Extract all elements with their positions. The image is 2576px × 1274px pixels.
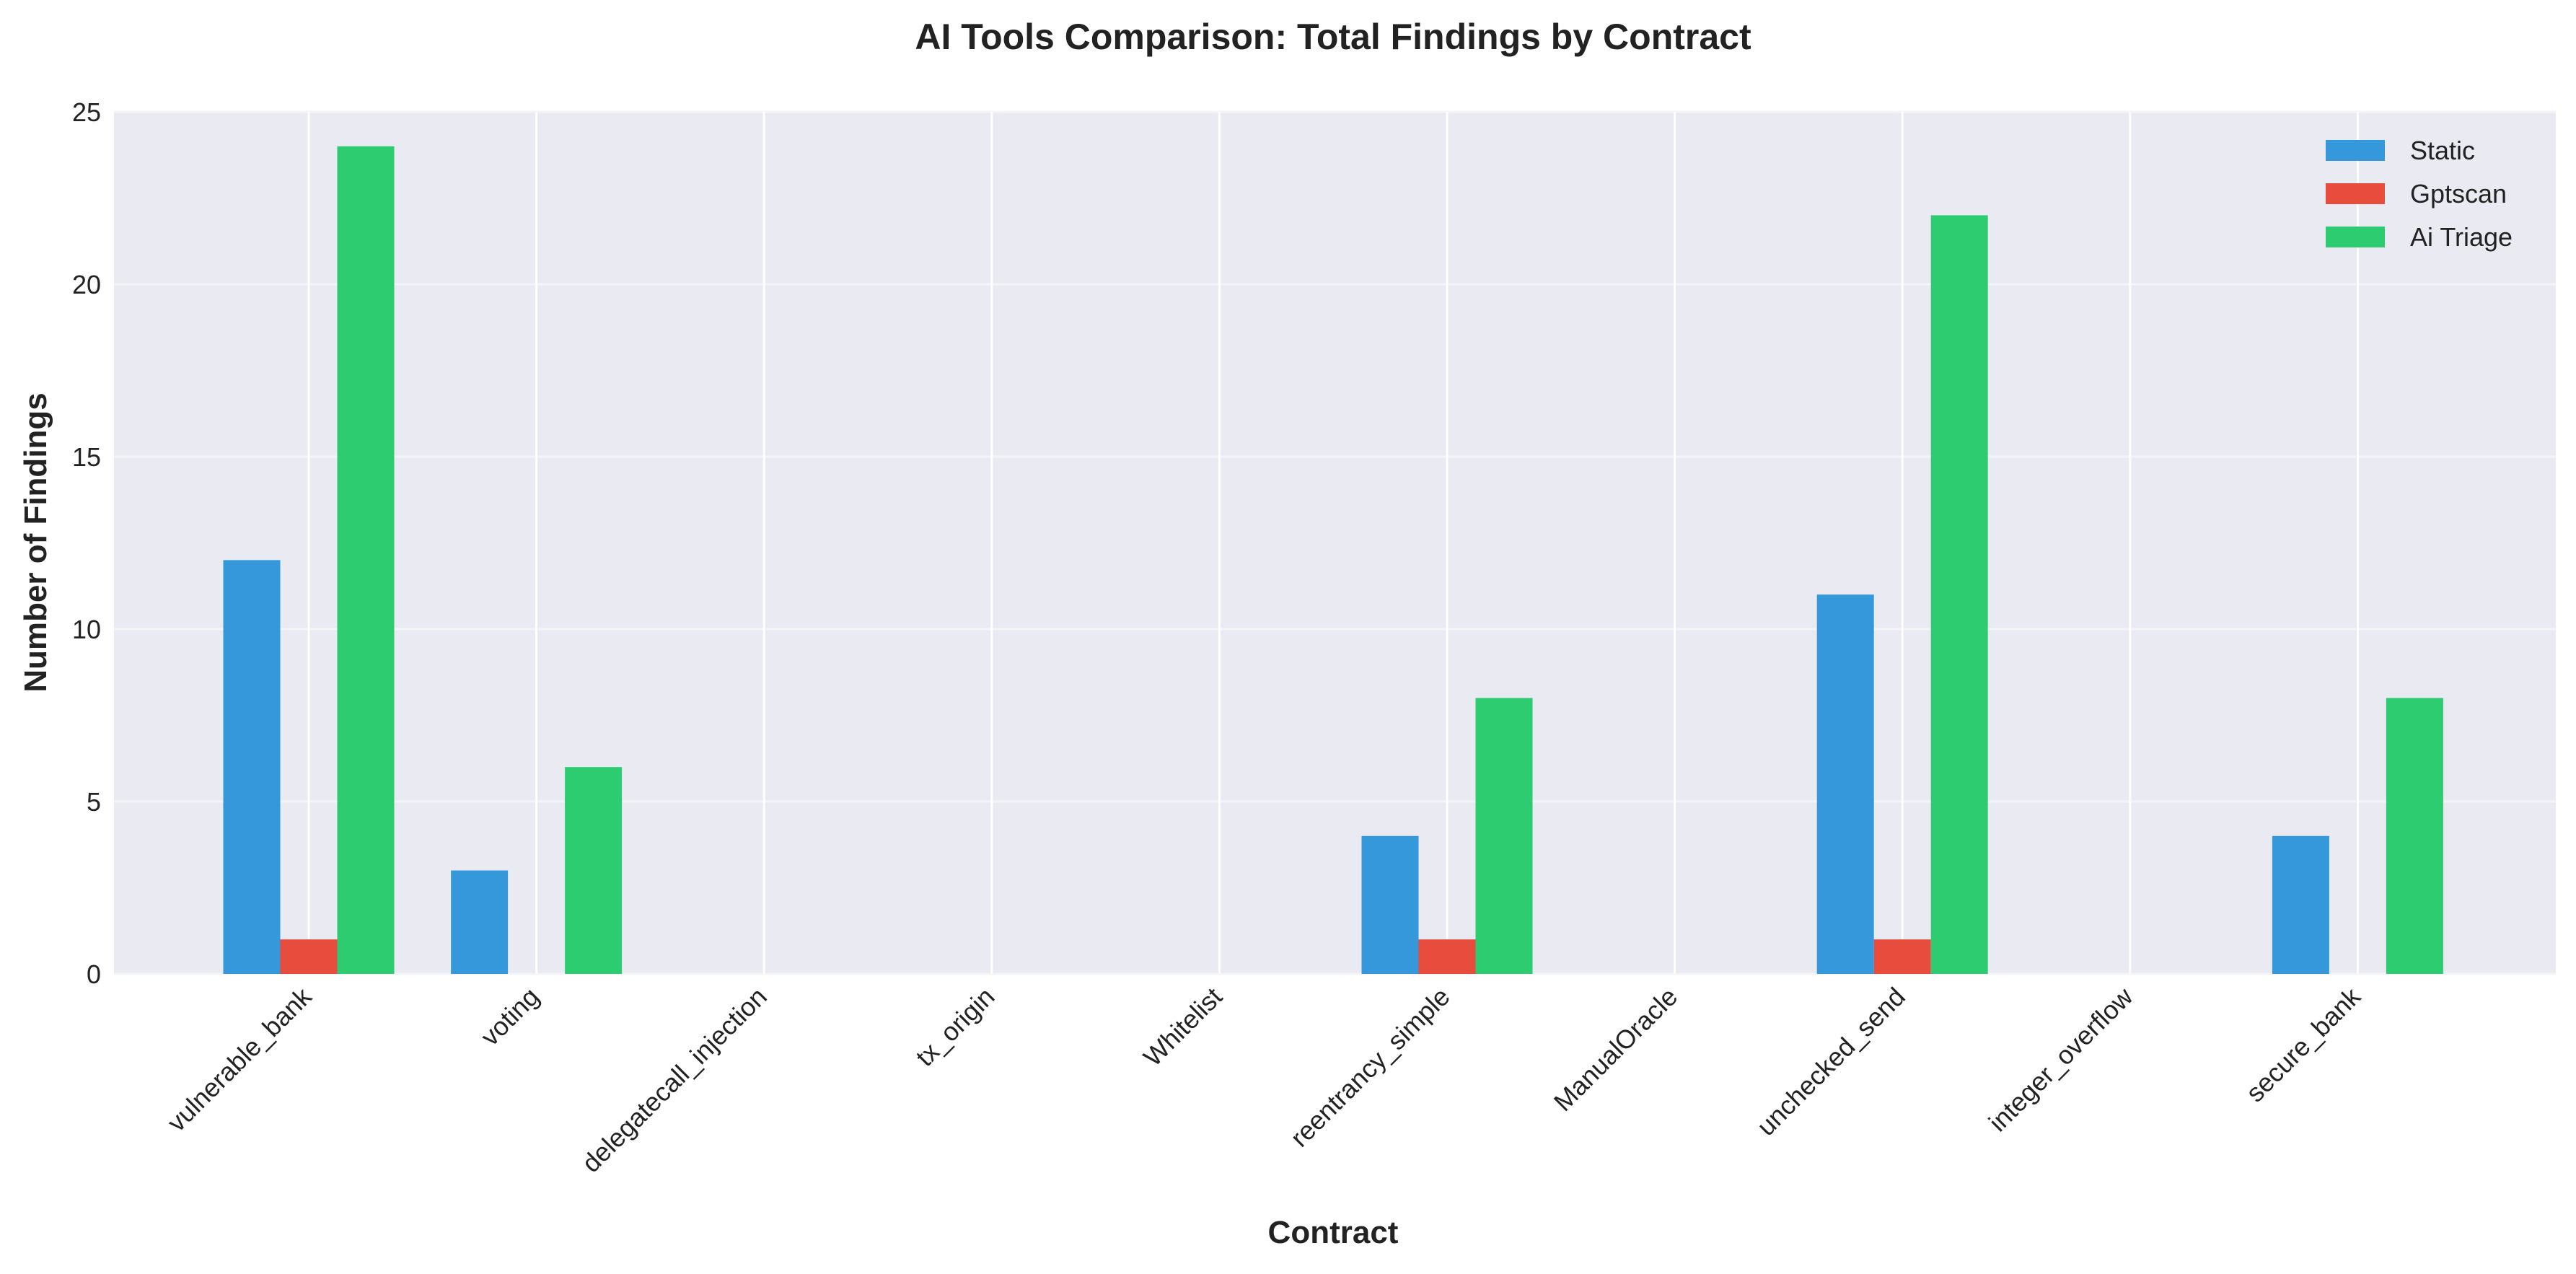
y-tick-label: 10 [72, 615, 101, 644]
bar-ai-triage-secure-bank [2386, 698, 2443, 974]
x-tick-label: voting [475, 982, 545, 1052]
y-tick-label: 25 [72, 97, 101, 127]
y-tick-label: 0 [87, 959, 101, 989]
bar-ai-triage-vulnerable-bank [337, 146, 395, 974]
legend-swatch [2326, 227, 2385, 247]
x-tick-label: tx_origin [910, 982, 1000, 1072]
legend-label: Gptscan [2410, 179, 2507, 208]
legend-label: Ai Triage [2410, 222, 2513, 252]
x-tick-label: integer_overflow [1983, 981, 2139, 1137]
bar-ai-triage-unchecked-send [1930, 215, 1988, 974]
bar-static-vulnerable-bank [223, 560, 281, 974]
x-tick-label: ManualOracle [1548, 982, 1683, 1117]
x-tick-label: vulnerable_bank [162, 981, 318, 1138]
bar-static-reentrancy-simple [1361, 835, 1419, 974]
bar-gptscan-vulnerable-bank [280, 939, 338, 974]
x-gridlines [307, 112, 2359, 974]
x-tick-label: Whitelist [1138, 982, 1228, 1072]
x-tick-label: secure_bank [2240, 981, 2366, 1107]
bar-static-voting [451, 870, 509, 974]
x-tick-label: reentrancy_simple [1285, 982, 1456, 1153]
x-tick-label: unchecked_send [1751, 982, 1910, 1141]
legend: Static Gptscan Ai Triage [2326, 136, 2513, 252]
legend-label: Static [2410, 136, 2475, 165]
bar-gptscan-unchecked-send [1873, 939, 1931, 974]
chart-title: AI Tools Comparison: Total Findings by C… [915, 17, 1751, 57]
x-tick-label: delegatecall_injection [576, 982, 772, 1178]
y-axis-label: Number of Findings [18, 392, 53, 693]
bar-ai-triage-reentrancy-simple [1475, 698, 1533, 974]
legend-swatch [2326, 140, 2385, 161]
x-axis-label: Contract [1268, 1215, 1399, 1250]
y-tick-label: 15 [72, 442, 101, 472]
y-tick-label: 20 [72, 270, 101, 299]
y-tick-labels: 0 5 10 15 20 25 [72, 97, 101, 989]
y-tick-label: 5 [87, 787, 101, 817]
legend-swatch [2326, 183, 2385, 204]
bar-static-unchecked-send [1816, 594, 1874, 974]
bar-static-secure-bank [2272, 835, 2329, 974]
plot-area [114, 112, 2556, 974]
y-gridlines [114, 110, 2556, 975]
bar-ai-triage-voting [565, 767, 623, 974]
bars [223, 146, 2443, 974]
x-tick-labels: vulnerable_bank voting delegatecall_inject… [162, 981, 2367, 1178]
bar-gptscan-reentrancy-simple [1418, 939, 1476, 974]
